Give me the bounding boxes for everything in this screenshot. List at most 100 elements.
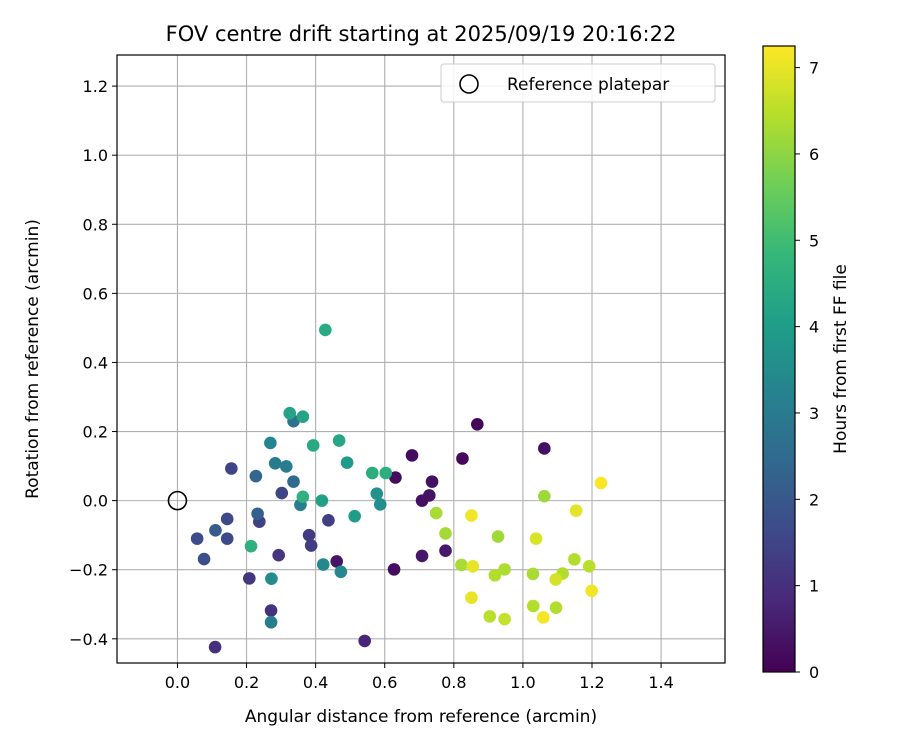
scatter-point (275, 486, 289, 500)
scatter-point (471, 417, 484, 431)
scatter-point (306, 439, 320, 452)
scatter-point (439, 544, 452, 558)
colorbar-tick-label: 7 (809, 59, 819, 78)
scatter-point (264, 436, 277, 450)
scatter-point (389, 471, 402, 484)
plot-frame (116, 54, 726, 664)
y-axis-label: Rotation from reference (arcmin) (23, 219, 43, 499)
scatter-point (465, 509, 478, 522)
y-tick-label: 1.0 (83, 146, 108, 165)
x-tick-label: 0.0 (165, 673, 190, 692)
scatter-point (465, 591, 478, 605)
chart-title: FOV centre drift starting at 2025/09/19 … (166, 22, 677, 46)
scatter-point (315, 494, 329, 507)
y-tick-label: 1.2 (83, 77, 108, 96)
scatter-point (244, 539, 258, 553)
y-tick-label: 0.4 (83, 353, 108, 372)
scatter-point (358, 634, 371, 648)
legend-reference-marker (459, 74, 479, 94)
legend-box (440, 63, 716, 103)
scatter-point (249, 469, 263, 483)
scatter-point (220, 512, 234, 526)
scatter-point (330, 555, 344, 568)
scatter-point (549, 601, 563, 615)
scatter-point (365, 466, 379, 480)
scatter-point (251, 507, 264, 521)
scatter-point (268, 457, 282, 470)
scatter-point (208, 640, 222, 654)
colorbar-tick-label: 3 (809, 404, 819, 423)
scatter-point (526, 599, 540, 613)
scatter-point (429, 506, 443, 520)
scatter-point (264, 604, 278, 617)
colorbar-tick-label: 6 (809, 145, 819, 164)
scatter-point (582, 559, 596, 573)
x-tick-label: 1.4 (648, 673, 673, 692)
scatter-point (373, 498, 387, 511)
scatter-point (594, 476, 608, 490)
y-gridlines (117, 85, 725, 640)
scatter-point (405, 449, 419, 462)
x-gridlines (176, 55, 662, 663)
scatter-point (379, 466, 393, 480)
scatter-point (439, 527, 452, 540)
y-tick-label: 0.8 (83, 215, 108, 234)
scatter-points (190, 323, 608, 654)
scatter-point (526, 567, 540, 581)
scatter-point (549, 573, 563, 586)
y-tick-label: 0.0 (83, 492, 108, 511)
scatter-point (491, 530, 505, 543)
scatter-point (283, 406, 297, 420)
plot-area (116, 54, 726, 664)
scatter-point (302, 528, 316, 542)
scatter-point (529, 532, 543, 545)
scatter-point (279, 460, 293, 473)
scatter-point (209, 524, 222, 537)
scatter-point (498, 563, 511, 576)
scatter-point (190, 532, 204, 545)
scatter-point (483, 610, 497, 623)
scatter-point (316, 558, 330, 571)
x-axis-ticks: 0.0 0.2 0.4 0.6 0.8 1.0 1.2 1.4 (165, 663, 674, 692)
scatter-point (585, 584, 598, 598)
y-tick-label: 0.6 (83, 284, 108, 303)
scatter-point (538, 489, 551, 503)
scatter-point (488, 568, 502, 582)
y-axis-ticks: −0.4 −0.2 0.0 0.2 0.4 0.6 0.8 1.0 1.2 (69, 77, 117, 649)
scatter-point (415, 549, 429, 563)
scatter-point (569, 504, 583, 517)
scatter-point (334, 565, 348, 579)
scatter-point (498, 612, 511, 626)
colorbar-ticks: 0 1 2 3 4 5 6 7 (795, 59, 819, 682)
x-tick-label: 0.2 (234, 673, 259, 692)
scatter-point (322, 514, 335, 527)
colorbar-tick-label: 0 (809, 663, 819, 682)
scatter-point (319, 323, 332, 337)
scatter-point (220, 532, 234, 545)
scatter-point (536, 611, 550, 624)
legend-label-reference-platepar: Reference platepar (507, 75, 669, 95)
y-tick-label: −0.2 (69, 561, 108, 580)
scatter-point (387, 563, 401, 576)
x-tick-label: 1.2 (579, 673, 604, 692)
scatter-point (415, 494, 429, 507)
y-tick-label: −0.4 (69, 630, 108, 649)
x-axis-label: Angular distance from reference (arcmin) (245, 707, 597, 727)
scatter-point (197, 552, 211, 566)
y-tick-label: 0.2 (83, 423, 108, 442)
scatter-point (538, 442, 551, 455)
scatter-point (272, 548, 285, 562)
scatter-point (225, 462, 238, 475)
colorbar-label: Hours from first FF file (831, 264, 851, 454)
scatter-point (466, 559, 480, 573)
reference-platepar-marker (167, 490, 188, 511)
colorbar-tick-label: 2 (809, 490, 819, 509)
scatter-point (265, 572, 278, 586)
x-tick-label: 1.0 (510, 673, 535, 692)
scatter-point (304, 539, 318, 552)
x-tick-label: 0.8 (441, 673, 466, 692)
scatter-point (332, 434, 346, 447)
legend: Reference platepar (440, 63, 716, 103)
x-tick-label: 0.6 (372, 673, 397, 692)
